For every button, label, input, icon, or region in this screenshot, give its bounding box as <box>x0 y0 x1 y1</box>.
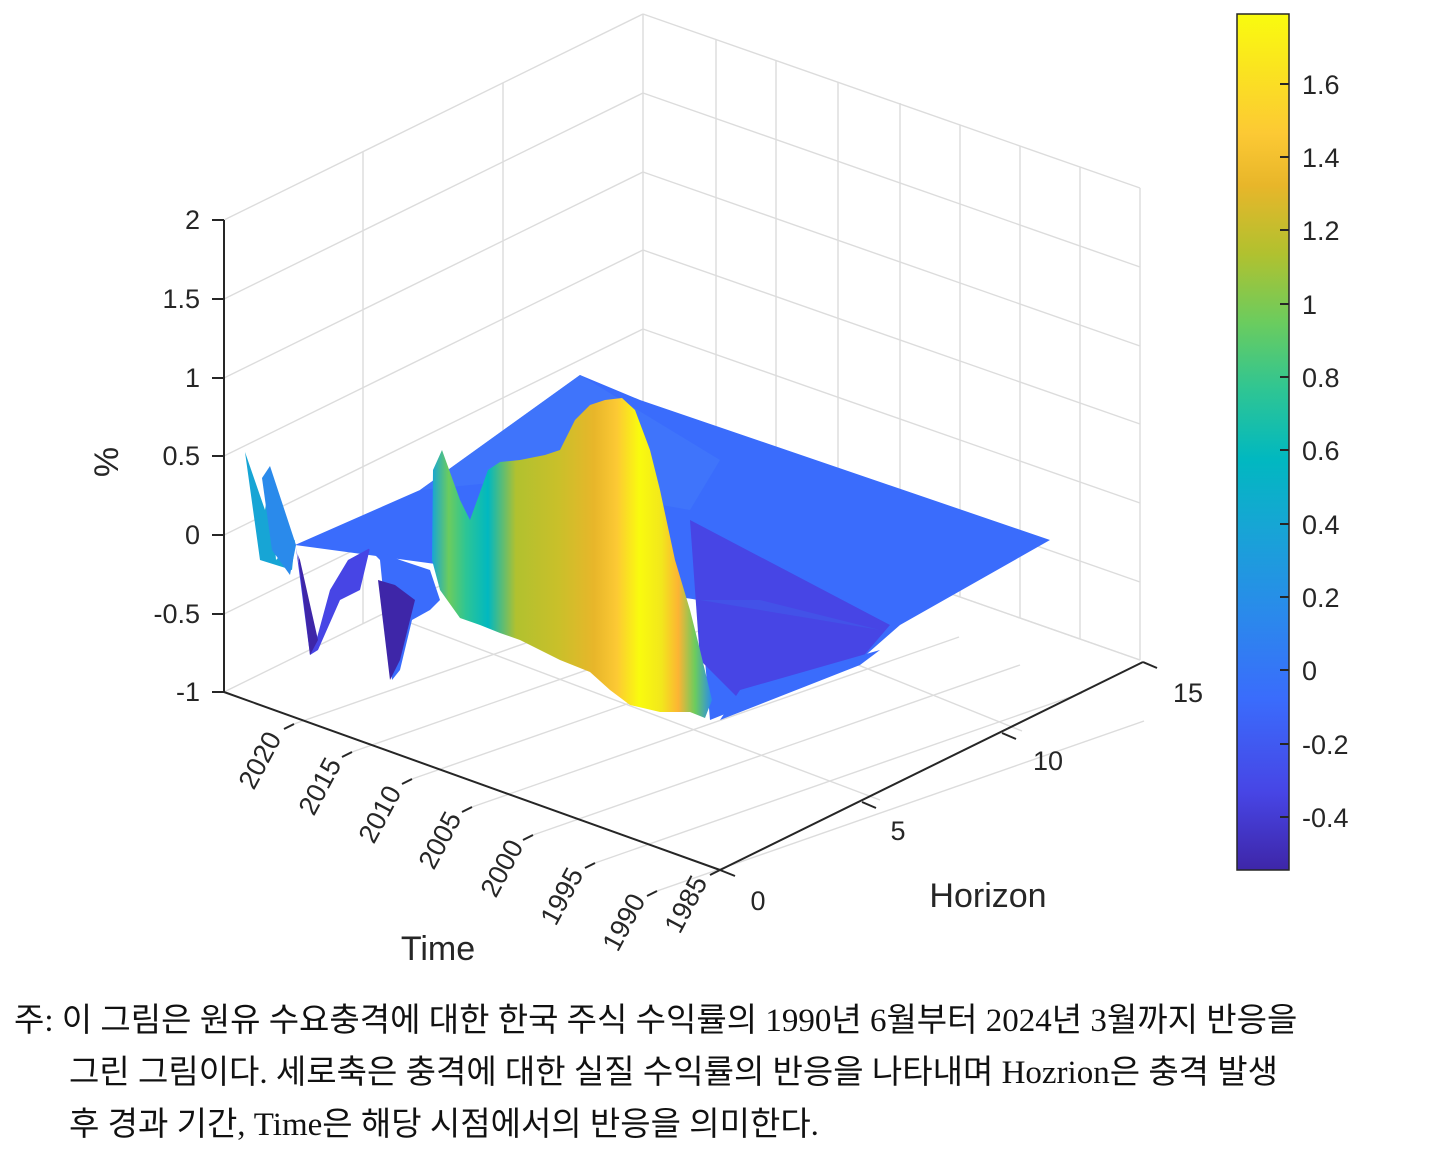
horizon-axis-title: Horizon <box>929 877 1046 915</box>
note-line-3: 후 경과 기간, Time은 해당 시점에서의 반응을 의미한다. <box>69 1107 819 1143</box>
colorbar-tick-label: 0 <box>1302 656 1317 686</box>
horizon-tick-label: 5 <box>890 816 905 846</box>
z-axis: 2 1.5 1 0.5 0 -0.5 -1 % <box>88 205 225 707</box>
horizon-tick-label: 0 <box>750 886 765 916</box>
note-text: 이 그림은 원유 수요충격에 대한 한국 주식 수익률의 1990년 6월부터 … <box>61 1003 1298 1039</box>
figure-note: 주: 이 그림은 원유 수요충격에 대한 한국 주식 수익률의 1990년 6월… <box>14 995 1434 1151</box>
colorbar-tick-label: 1.6 <box>1302 70 1340 100</box>
time-tick-label: 1985 <box>659 871 714 938</box>
surface-mesh <box>245 375 1050 720</box>
note-line-2: 그린 그림이다. 세로축은 충격에 대한 실질 수익률의 반응을 나타내며 Ho… <box>69 1055 1279 1091</box>
time-tick-label: 2015 <box>293 753 348 820</box>
z-tick-label: 2 <box>185 205 200 235</box>
time-tick-label: 1990 <box>597 889 652 956</box>
surface-plot: 2 1.5 1 0.5 0 -0.5 -1 % 2020 2015 2010 2… <box>88 13 1349 968</box>
z-axis-title: % <box>88 447 126 477</box>
colorbar-tick-label: 0.4 <box>1302 510 1340 540</box>
time-tick-label: 2010 <box>353 781 408 848</box>
colorbar-gradient <box>1236 13 1290 871</box>
colorbar-tick-label: -0.2 <box>1302 730 1349 760</box>
y-axis-horizon: 0 5 10 15 Horizon <box>719 661 1203 916</box>
colorbar-tick-label: 0.2 <box>1302 583 1340 613</box>
z-tick-label: 1.5 <box>162 284 200 314</box>
time-tick-label: 1995 <box>535 863 590 930</box>
time-axis-title: Time <box>401 930 475 968</box>
colorbar-tick-label: -0.4 <box>1302 803 1349 833</box>
time-tick-label: 2000 <box>475 835 530 902</box>
surface-figure: 2 1.5 1 0.5 0 -0.5 -1 % 2020 2015 2010 2… <box>88 13 1349 968</box>
colorbar-tick-label: 1.4 <box>1302 143 1340 173</box>
z-tick-label: 0.5 <box>162 441 200 471</box>
colorbar: 1.6 1.4 1.2 1 0.8 0.6 0.4 0.2 0 -0.2 -0.… <box>1236 13 1349 871</box>
colorbar-tick-label: 1.2 <box>1302 216 1340 246</box>
time-tick-label: 2020 <box>233 727 288 794</box>
horizon-tick-label: 10 <box>1033 746 1063 776</box>
z-tick-label: 0 <box>185 520 200 550</box>
horizon-tick-label: 15 <box>1173 678 1203 708</box>
colorbar-tick-label: 1 <box>1302 290 1317 320</box>
z-tick-label: -1 <box>176 677 200 707</box>
x-axis-time: 2020 2015 2010 2005 2000 1995 1990 1985 … <box>223 691 721 968</box>
note-line-1: 주: 이 그림은 원유 수요충격에 대한 한국 주식 수익률의 1990년 6월… <box>14 995 1434 1047</box>
note-prefix: 주: <box>14 1003 54 1039</box>
time-tick-label: 2005 <box>413 807 468 874</box>
z-tick-label: 1 <box>185 363 200 393</box>
z-tick-label: -0.5 <box>153 599 200 629</box>
colorbar-tick-label: 0.6 <box>1302 436 1340 466</box>
colorbar-tick-label: 0.8 <box>1302 363 1340 393</box>
